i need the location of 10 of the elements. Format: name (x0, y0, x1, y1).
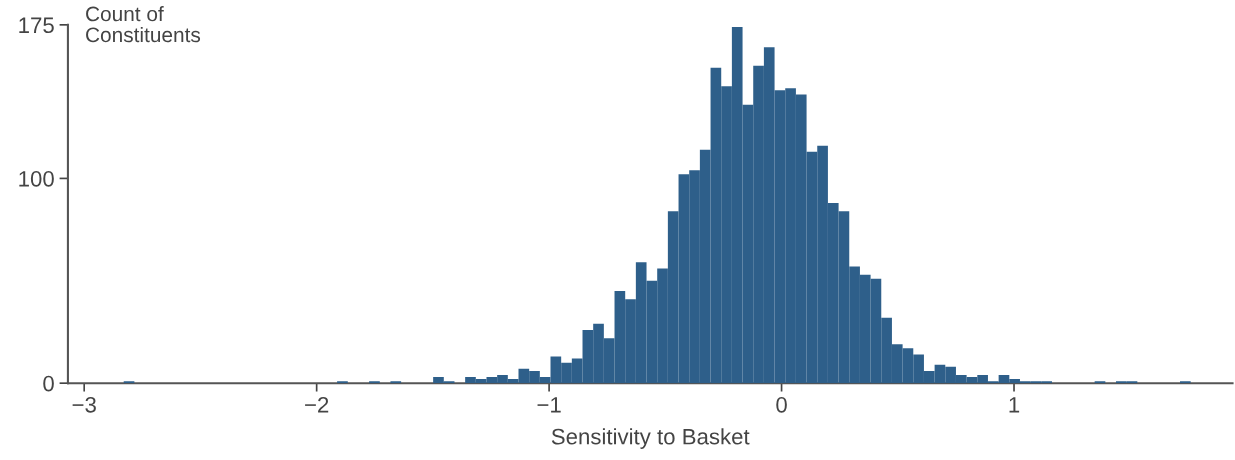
x-tick-label: −3 (72, 396, 96, 413)
y-tick-label: 175 (19, 17, 54, 34)
y-tick-label: 0 (43, 375, 54, 392)
y-axis-title: Count of Constituents (86, 6, 201, 43)
x-tick-label: −2 (305, 396, 329, 413)
y-tick-label: 100 (19, 170, 54, 187)
x-axis-title: Sensitivity to Basket (551, 428, 750, 449)
x-tick-label: 1 (1009, 397, 1020, 413)
x-tick-label: 0 (776, 396, 787, 413)
x-tick-label: −1 (537, 397, 561, 413)
